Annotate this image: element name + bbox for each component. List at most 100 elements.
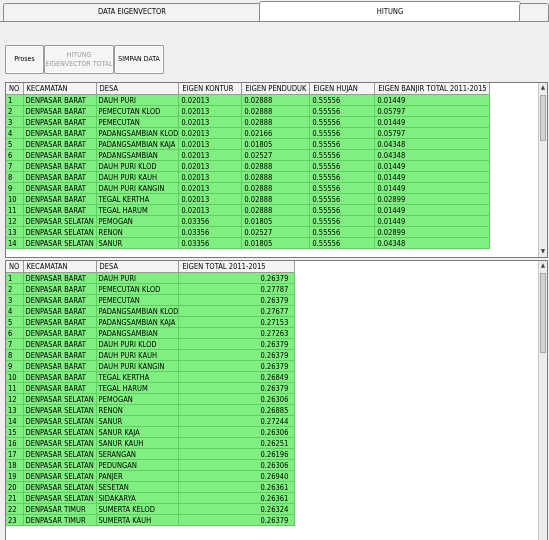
- column-header[interactable]: DESA: [96, 261, 180, 273]
- table-row[interactable]: 22 DENPASAR TIMUR SUMERTA KELOD 0.26324: [6, 503, 296, 515]
- table-row[interactable]: 2 DENPASAR BARAT PEMECUTAN KLOD 0.02013 0.02…: [6, 105, 491, 117]
- tab-data-eigenvector[interactable]: DATA EIGENVECTOR: [3, 3, 261, 21]
- table-row[interactable]: 7 DENPASAR BARAT DAUH PURI KLOD 0.26379: [6, 338, 296, 350]
- table-row[interactable]: 4 DENPASAR BARAT PADANGSAMBIAN KLOD 0.27677: [6, 305, 296, 317]
- table-row[interactable]: 16 DENPASAR SELATAN SANUR KAUH 0.26251: [6, 437, 296, 449]
- table-cell: 0.26324: [178, 503, 296, 515]
- table-row[interactable]: 6 DENPASAR BARAT PADANGSAMBIAN 0.27263: [6, 327, 296, 339]
- table-cell: RENON: [96, 226, 180, 238]
- table-row[interactable]: 20 DENPASAR SELATAN SESETAN 0.26361: [6, 481, 296, 493]
- table-row[interactable]: 14 DENPASAR SELATAN SANUR 0.27244: [6, 415, 296, 427]
- table-row[interactable]: 8 DENPASAR BARAT DAUH PURI KAUH 0.02013 0.02…: [6, 171, 491, 183]
- table-cell: 0.55556: [309, 105, 376, 117]
- table-row[interactable]: 11 DENPASAR BARAT TEGAL HARUM 0.02013 0.0288…: [6, 204, 491, 216]
- table-cell: 22: [6, 503, 24, 515]
- table-row[interactable]: 1 DENPASAR BARAT DAUH PURI 0.02013 0.02888 0.…: [6, 94, 491, 106]
- table-cell: 13: [6, 404, 24, 416]
- table-row[interactable]: 1 DENPASAR BARAT DAUH PURI 0.26379: [6, 272, 296, 284]
- table-row[interactable]: 13 DENPASAR SELATAN RENON 0.26885: [6, 404, 296, 416]
- table-cell: 2: [6, 105, 24, 117]
- simpan-data-button[interactable]: SIMPAN DATA: [114, 45, 164, 74]
- table-cell: 0.02888: [241, 171, 311, 183]
- table-row[interactable]: 17 DENPASAR SELATAN SERANGAN 0.26196: [6, 448, 296, 460]
- column-header[interactable]: EIGEN PENDUDUK: [241, 83, 311, 95]
- tab-extra: [519, 3, 549, 21]
- scroll-up-icon[interactable]: ▲: [540, 262, 546, 269]
- table-cell: 0.02888: [241, 193, 311, 205]
- eigenvector-grid-scrollbar[interactable]: ▲ ▼: [538, 83, 547, 257]
- table-row[interactable]: 11 DENPASAR BARAT TEGAL HARUM 0.26379: [6, 382, 296, 394]
- table-row[interactable]: 13 DENPASAR SELATAN RENON 0.03356 0.02527 0.5…: [6, 226, 491, 238]
- table-row[interactable]: 18 DENPASAR SELATAN PEDUNGAN 0.26306: [6, 459, 296, 471]
- column-header[interactable]: EIGEN HUJAN: [309, 83, 376, 95]
- column-header[interactable]: EIGEN BANJIR TOTAL 2011-2015: [374, 83, 491, 95]
- table-cell: DENPASAR SELATAN: [23, 492, 97, 504]
- table-row[interactable]: 12 DENPASAR SELATAN PEMOGAN 0.03356 0.01805 0…: [6, 215, 491, 227]
- table-row[interactable]: 3 DENPASAR BARAT PEMECUTAN 0.02013 0.02888 0.…: [6, 116, 491, 128]
- table-row[interactable]: 2 DENPASAR BARAT PEMECUTAN KLOD 0.27787: [6, 283, 296, 295]
- table-cell: PEMOGAN: [96, 215, 180, 227]
- table-cell: DENPASAR SELATAN: [23, 415, 97, 427]
- table-cell: DENPASAR SELATAN: [23, 459, 97, 471]
- table-row[interactable]: 19 DENPASAR SELATAN PANJER 0.26940: [6, 470, 296, 482]
- table-cell: 17: [6, 448, 24, 460]
- table-cell: SESETAN: [96, 481, 180, 493]
- table-cell: 0.04348: [374, 237, 491, 249]
- table-row[interactable]: 10 DENPASAR BARAT TEGAL KERTHA 0.26849: [6, 371, 296, 383]
- table-cell: 0.01449: [374, 116, 491, 128]
- table-cell: DENPASAR BARAT: [23, 382, 97, 394]
- table-cell: 0.02888: [241, 160, 311, 172]
- table-cell: PADANGSAMBIAN: [96, 149, 180, 161]
- table-row[interactable]: 12 DENPASAR SELATAN PEMOGAN 0.26306: [6, 393, 296, 405]
- table-cell: 1: [6, 94, 24, 106]
- table-cell: 0.01805: [241, 237, 311, 249]
- table-cell: 23: [6, 514, 24, 526]
- table-row[interactable]: 4 DENPASAR BARAT PADANGSAMBIAN KLOD 0.02013…: [6, 127, 491, 139]
- scroll-thumb[interactable]: [540, 273, 546, 353]
- table-cell: DENPASAR BARAT: [23, 283, 97, 295]
- table-cell: 2: [6, 283, 24, 295]
- table-row[interactable]: 14 DENPASAR SELATAN SANUR 0.03356 0.01805 0.5…: [6, 237, 491, 249]
- table-row[interactable]: 10 DENPASAR BARAT TEGAL KERTHA 0.02013 0.028…: [6, 193, 491, 205]
- table-cell: SIDAKARYA: [96, 492, 180, 504]
- column-header[interactable]: NO: [6, 261, 24, 273]
- eigen-total-grid[interactable]: NO KECAMATAN DESA EIGEN TOTAL 2011-2015 1 DE…: [5, 260, 548, 540]
- table-row[interactable]: 23 DENPASAR TIMUR SUMERTA KAUH 0.26379: [6, 514, 296, 526]
- table-row[interactable]: 21 DENPASAR SELATAN SIDAKARYA 0.26361: [6, 492, 296, 504]
- column-header[interactable]: KECAMATAN: [23, 83, 97, 95]
- table-cell: 0.02013: [178, 94, 243, 106]
- column-header[interactable]: NO: [6, 83, 24, 95]
- column-header[interactable]: EIGEN KONTUR: [178, 83, 243, 95]
- column-header[interactable]: KECAMATAN: [23, 261, 97, 273]
- proses-button[interactable]: Proses: [5, 45, 44, 74]
- tab-hitung[interactable]: HITUNG: [259, 1, 521, 22]
- table-cell: PEMECUTAN: [96, 294, 180, 306]
- table-row[interactable]: 9 DENPASAR BARAT DAUH PURI KANGIN 0.02013 0.…: [6, 182, 491, 194]
- table-cell: 0.02013: [178, 182, 243, 194]
- table-row[interactable]: 9 DENPASAR BARAT DAUH PURI KANGIN 0.26379: [6, 360, 296, 372]
- table-row[interactable]: 7 DENPASAR BARAT DAUH PURI KLOD 0.02013 0.02…: [6, 160, 491, 172]
- table-cell: PADANGSAMBIAN KLOD: [96, 305, 180, 317]
- table-cell: 4: [6, 305, 24, 317]
- column-header[interactable]: DESA: [96, 83, 180, 95]
- table-cell: 16: [6, 437, 24, 449]
- scroll-down-icon[interactable]: ▼: [540, 248, 546, 255]
- column-header[interactable]: EIGEN TOTAL 2011-2015: [178, 261, 296, 273]
- table-row[interactable]: 6 DENPASAR BARAT PADANGSAMBIAN 0.02013 0.025…: [6, 149, 491, 161]
- table-cell: 0.02899: [374, 226, 491, 238]
- table-row[interactable]: 3 DENPASAR BARAT PEMECUTAN 0.26379: [6, 294, 296, 306]
- scroll-up-icon[interactable]: ▲: [540, 84, 546, 91]
- eigenvector-grid[interactable]: NO KECAMATAN DESA EIGEN KONTUR EIGEN PENDUDU…: [5, 82, 548, 258]
- table-cell: 5: [6, 138, 24, 150]
- table-row[interactable]: 5 DENPASAR BARAT PADANGSAMBIAN KAJA 0.02013…: [6, 138, 491, 150]
- table-row[interactable]: 15 DENPASAR SELATAN SANUR KAJA 0.26306: [6, 426, 296, 438]
- table-cell: 12: [6, 215, 24, 227]
- eigen-total-grid-scrollbar[interactable]: ▲: [538, 261, 547, 540]
- scroll-thumb[interactable]: [540, 95, 546, 141]
- table-row[interactable]: 5 DENPASAR BARAT PADANGSAMBIAN KAJA 0.27153: [6, 316, 296, 328]
- table-cell: 14: [6, 415, 24, 427]
- table-row[interactable]: 8 DENPASAR BARAT DAUH PURI KAUH 0.26379: [6, 349, 296, 361]
- table-cell: SANUR: [96, 415, 180, 427]
- hitung-eigenvector-total-button[interactable]: HITUNG EIGENVECTOR TOTAL: [44, 45, 114, 74]
- table-cell: DENPASAR BARAT: [23, 149, 97, 161]
